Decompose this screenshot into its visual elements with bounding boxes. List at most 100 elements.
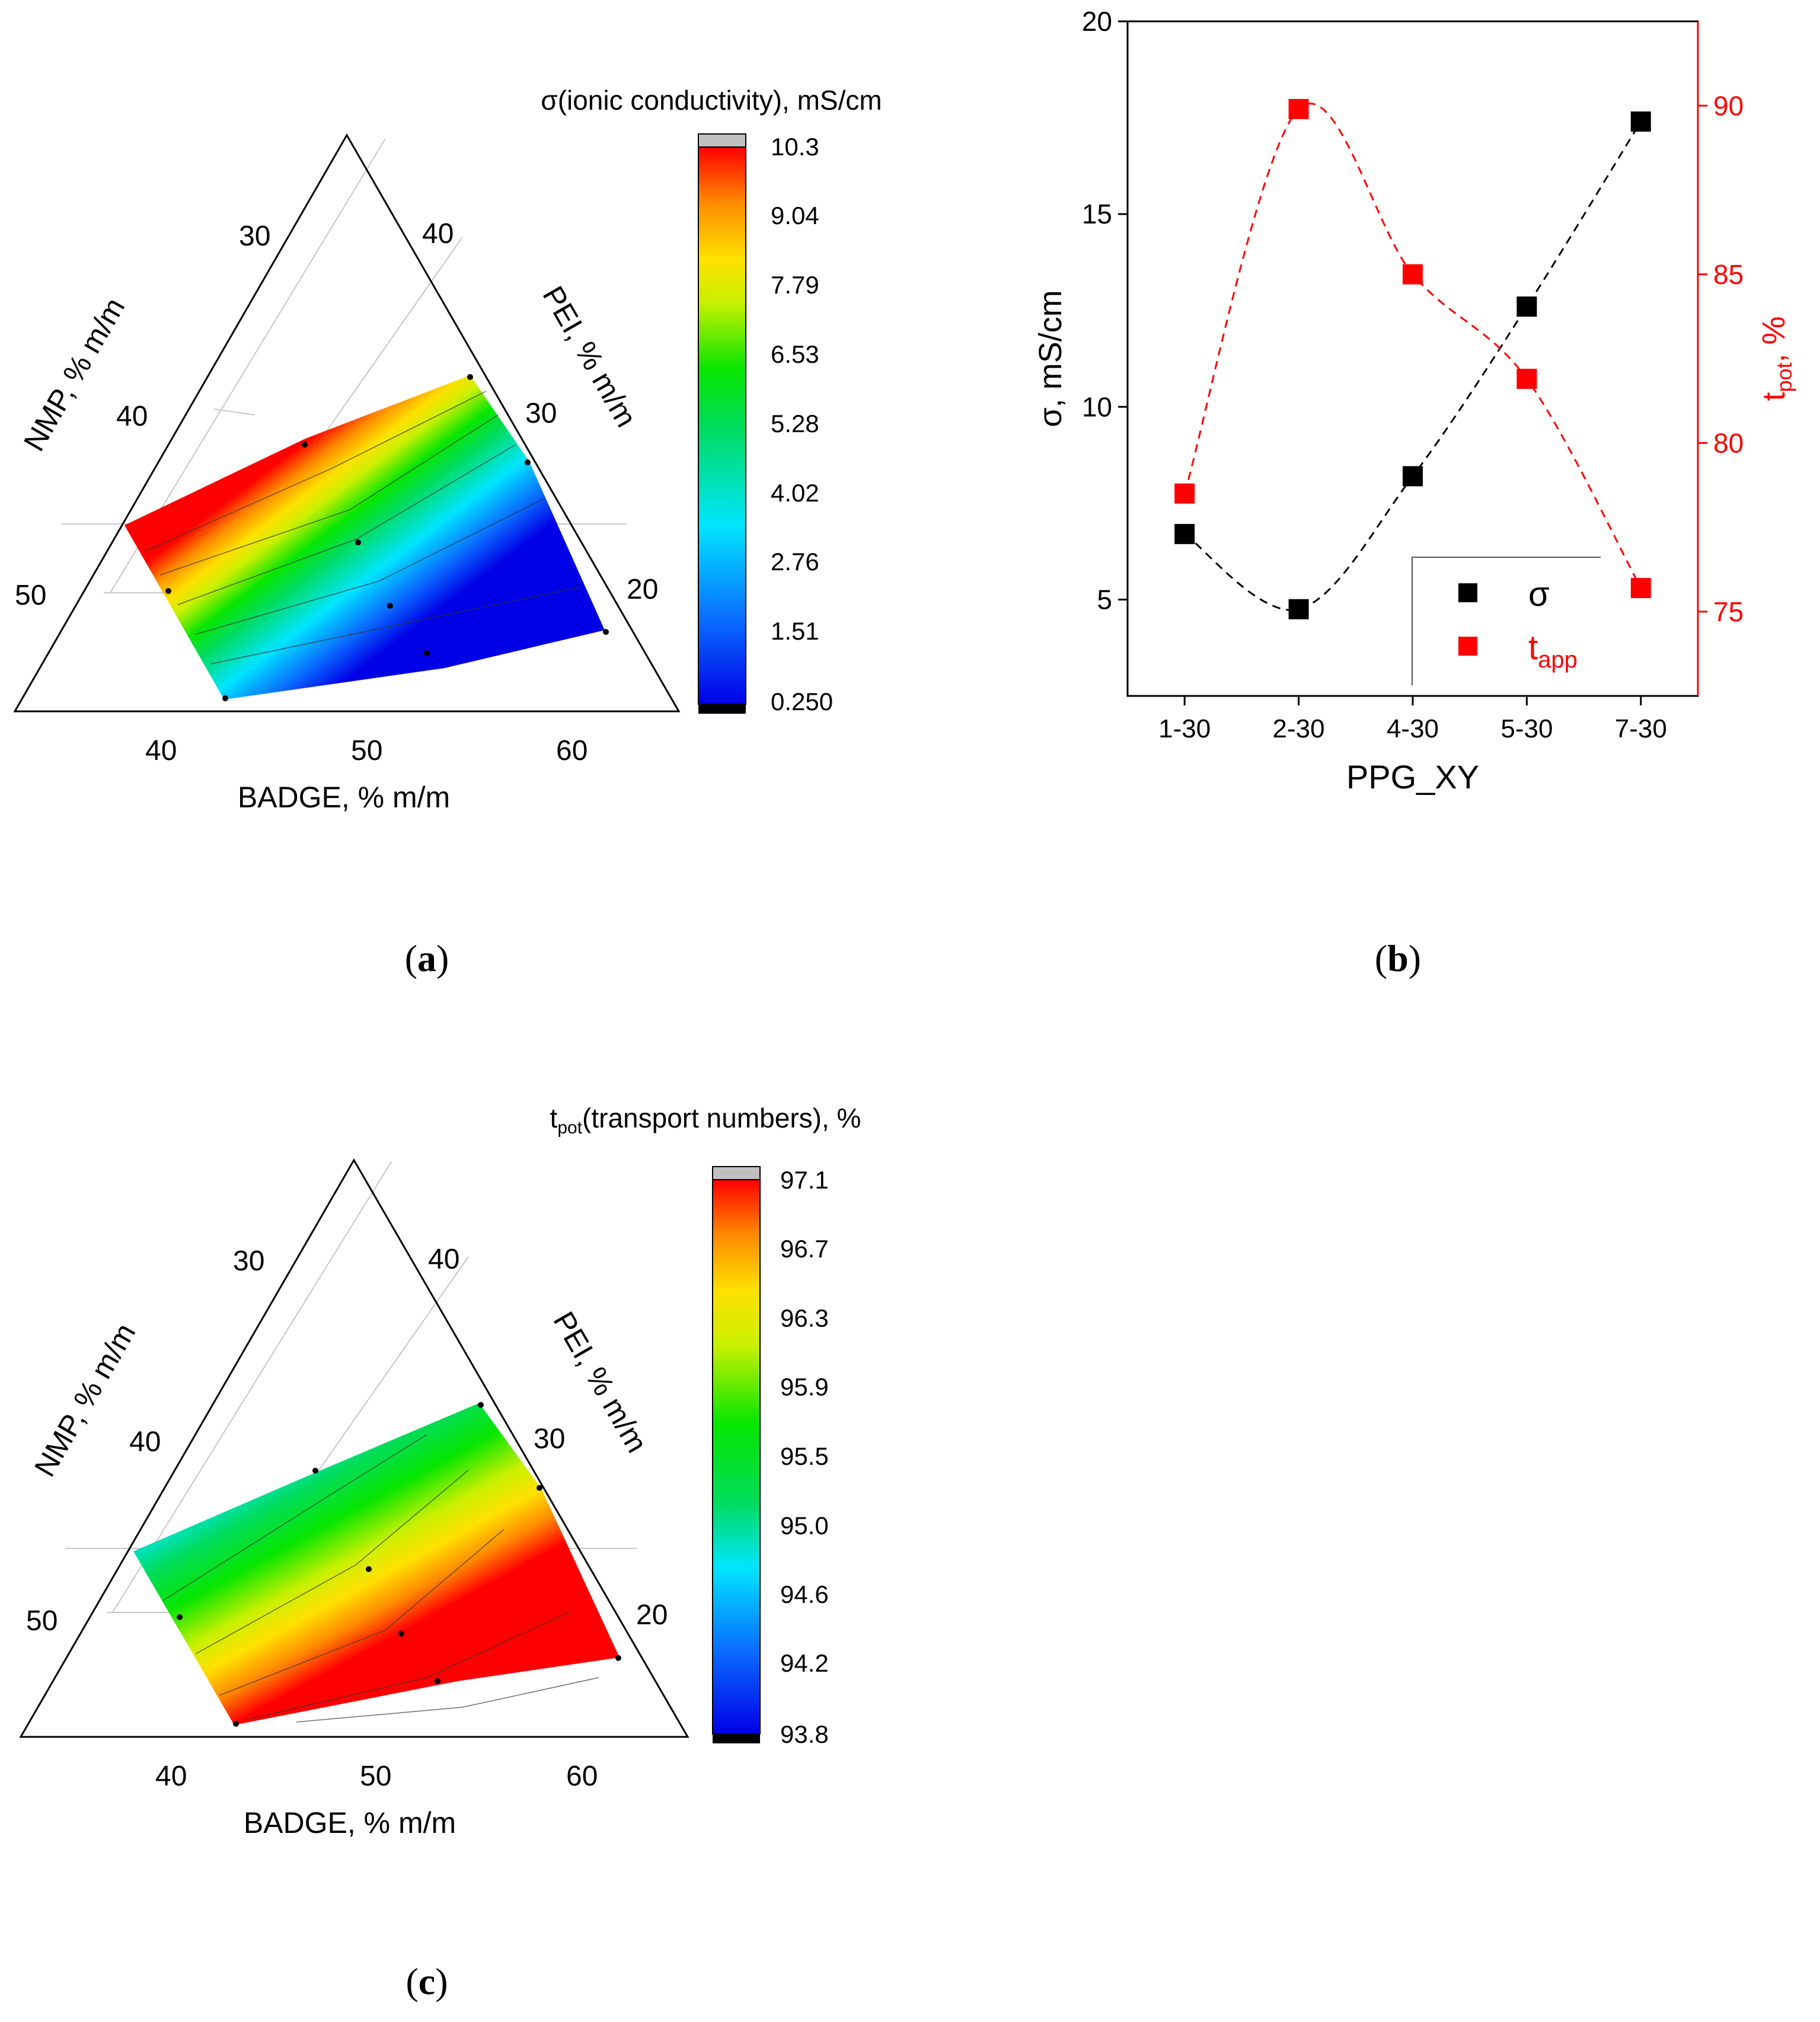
sigma-point-7-30 <box>1630 111 1651 132</box>
x-tick-label: 5-30 <box>1500 714 1553 743</box>
cb-tick-c-1: 96.7 <box>780 1235 829 1263</box>
cb-tick-a-6: 2.76 <box>771 548 819 576</box>
contour-lines-c <box>162 1434 599 1723</box>
bottom-tick-60-c: 60 <box>566 1761 598 1792</box>
sigma-point-1-30 <box>1174 523 1195 544</box>
cb-tick-a-4: 5.28 <box>771 410 819 437</box>
cb-tick-c-5: 95.0 <box>780 1512 829 1539</box>
markers-b <box>1174 98 1651 619</box>
x-tick-label: 1-30 <box>1158 714 1211 743</box>
tapp-point-1-30 <box>1174 483 1195 504</box>
tapp-point-4-30 <box>1403 264 1423 285</box>
legend-label-tapp: tapp <box>1528 628 1578 673</box>
panel-label-a: (a) <box>405 937 449 979</box>
cb-tick-a-7: 1.51 <box>771 617 819 645</box>
y-right-tick-label: 90 <box>1713 90 1744 121</box>
contour-lines-a <box>145 391 582 665</box>
y-left-label-b: σ, mS/cm <box>1033 290 1068 427</box>
colorbar-under-a <box>698 704 746 714</box>
y-left-tick-label: 5 <box>1097 584 1112 615</box>
sigma-point-2-30 <box>1288 599 1309 619</box>
colorbar-title-c: tpot(transport numbers), % <box>550 1103 861 1138</box>
cb-tick-a-3: 6.53 <box>771 340 819 368</box>
left-tick-50-a: 50 <box>15 580 46 611</box>
ternary-ticks-c: 30 40 50 40 30 20 40 50 60 <box>26 1244 668 1792</box>
bottom-tick-40-c: 40 <box>155 1761 187 1792</box>
left-axis-label-c: NMP, % m/m <box>28 1318 142 1482</box>
panel-a: σ(ionic conductivity), mS/cm 30 40 50 40 <box>13 85 882 979</box>
ternary-triangle-c <box>19 1158 689 1738</box>
colorbar-title-a: σ(ionic conductivity), mS/cm <box>541 85 882 116</box>
legend-marker-tapp <box>1458 637 1477 656</box>
x-tick-label: 7-30 <box>1615 714 1667 743</box>
left-tick-50-c: 50 <box>26 1605 58 1637</box>
ternary-triangle-a <box>13 133 681 713</box>
sigma-fit-line <box>1184 121 1642 611</box>
panel-label-c: (c) <box>405 1960 448 2002</box>
right-tick-40-a: 40 <box>422 218 454 250</box>
bottom-axis-label-c: BADGE, % m/m <box>244 1806 456 1839</box>
x-axis-label-b: PPG_XY <box>1346 758 1479 796</box>
right-tick-20-a: 20 <box>627 574 658 605</box>
panel-b: 5 10 15 20 75 80 85 90 1-30 2-30 4-30 5-30 7-30 σ,… <box>1033 6 1796 979</box>
ternary-ticks-a: 30 40 50 40 30 20 40 50 60 <box>15 218 658 766</box>
bottom-tick-50-c: 50 <box>360 1761 391 1792</box>
colorbar-over-c <box>712 1166 761 1180</box>
data-points-a <box>165 374 609 701</box>
cb-tick-a-8: 0.250 <box>771 688 833 715</box>
left-tick-40-c: 40 <box>129 1426 161 1458</box>
cb-tick-a-2: 7.79 <box>771 271 819 299</box>
x-tick-label: 2-30 <box>1273 714 1325 743</box>
legend-frame-b <box>1412 557 1601 685</box>
legend-label-sigma: σ <box>1528 575 1550 614</box>
bottom-axis-label-a: BADGE, % m/m <box>238 781 450 814</box>
left-tick-40-a: 40 <box>116 401 148 432</box>
bottom-tick-40-a: 40 <box>145 735 177 766</box>
y-right-label-b: tpot, % <box>1756 316 1796 401</box>
y-left-tick-label: 10 <box>1082 391 1112 422</box>
x-ticks-b: 1-30 2-30 4-30 5-30 7-30 <box>1158 696 1667 743</box>
y-right-tick-label: 85 <box>1713 259 1744 290</box>
legend-marker-sigma <box>1458 583 1477 602</box>
legend-b: σ tapp <box>1412 557 1601 685</box>
sigma-point-5-30 <box>1516 296 1537 317</box>
y-right-tick-label: 75 <box>1713 596 1744 627</box>
left-ticks-b: 5 10 15 20 <box>1082 6 1128 615</box>
cb-tick-c-6: 94.6 <box>780 1580 829 1608</box>
cb-tick-c-2: 96.3 <box>780 1304 829 1332</box>
cb-tick-a-0: 10.3 <box>771 133 819 161</box>
colorbar-ticks-c: 97.1 96.7 96.3 95.9 95.5 95.0 94.6 94.2 … <box>780 1166 829 1748</box>
x-tick-label: 4-30 <box>1387 714 1439 743</box>
cb-tick-c-4: 95.5 <box>780 1442 829 1470</box>
y-left-tick-label: 15 <box>1082 199 1112 229</box>
right-ticks-b: 75 80 85 90 <box>1698 90 1744 627</box>
data-points-c <box>177 1402 621 1727</box>
right-tick-20-c: 20 <box>636 1599 668 1631</box>
colorbar-c <box>712 1179 761 1734</box>
left-tick-30-a: 30 <box>239 221 270 252</box>
panel-label-b: (b) <box>1375 937 1421 979</box>
contour-surface-a <box>124 375 605 699</box>
left-tick-30-c: 30 <box>233 1245 264 1277</box>
right-tick-40-c: 40 <box>428 1244 459 1275</box>
colorbar-under-c <box>713 1734 760 1743</box>
left-axis-label-a: NMP, % m/m <box>17 292 131 456</box>
tapp-point-5-30 <box>1516 369 1537 389</box>
tapp-point-7-30 <box>1630 577 1651 598</box>
colorbar-ticks-a: 10.3 9.04 7.79 6.53 5.28 4.02 2.76 1.51 … <box>771 133 833 715</box>
cb-tick-c-3: 95.9 <box>780 1373 829 1401</box>
sigma-point-4-30 <box>1403 466 1423 487</box>
right-tick-30-a: 30 <box>525 398 557 429</box>
colorbar-over-a <box>698 133 746 148</box>
colorbar-a <box>698 146 746 705</box>
cb-tick-a-5: 4.02 <box>771 479 819 507</box>
y-right-tick-label: 80 <box>1713 427 1744 458</box>
y-left-tick-label: 20 <box>1082 6 1112 37</box>
tapp-point-2-30 <box>1288 98 1309 119</box>
tapp-fit-line <box>1183 103 1642 589</box>
cb-tick-a-1: 9.04 <box>771 202 819 229</box>
bottom-tick-60-a: 60 <box>556 735 587 766</box>
cb-tick-c-0: 97.1 <box>780 1166 829 1194</box>
panel-c: tpot(transport numbers), % 30 40 50 40 3… <box>19 1103 861 2002</box>
